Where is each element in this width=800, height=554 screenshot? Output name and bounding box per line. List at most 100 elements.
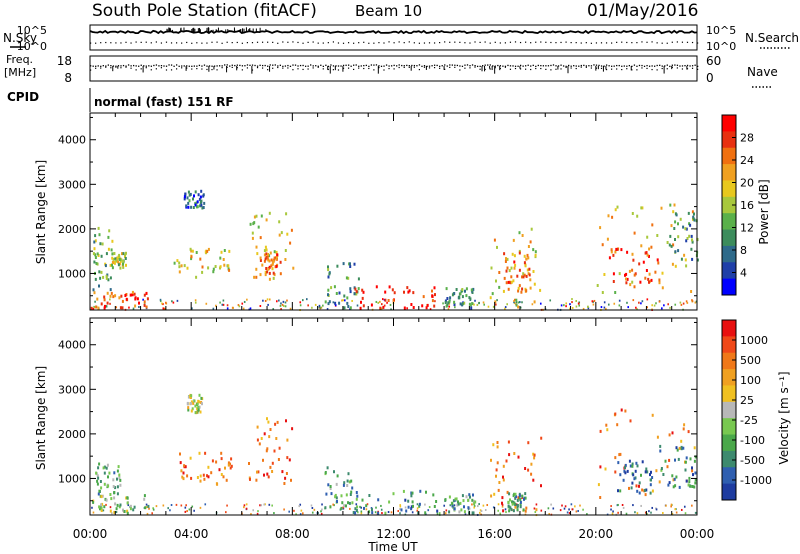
colorbar-tick-label: 12: [740, 222, 754, 235]
nsearch-point: [449, 41, 451, 43]
nsearch-point: [246, 42, 249, 44]
echo-cell: [599, 465, 602, 469]
echo-cell: [432, 493, 435, 497]
cpid-value: normal (fast) 151 RF: [94, 95, 234, 109]
echo-cell: [674, 220, 677, 224]
nsearch-point: [575, 42, 577, 44]
echo-cell: [516, 498, 519, 502]
echo-cell: [639, 280, 642, 284]
echo-speckle: [320, 510, 322, 513]
echo-cell: [530, 472, 533, 476]
nsearch-point: [236, 41, 238, 44]
echo-cell: [617, 489, 619, 493]
echo-cell: [490, 266, 493, 270]
freq-point: [459, 65, 461, 67]
echo-cell: [267, 267, 270, 271]
echo-speckle: [600, 306, 603, 309]
freq-point: [413, 64, 416, 67]
velocity-echo-data: [91, 393, 697, 517]
echo-speckle: [191, 505, 194, 508]
freq-point: [697, 65, 699, 68]
echo-speckle: [406, 307, 408, 310]
echo-cell: [258, 442, 261, 446]
echo-cell: [641, 488, 644, 492]
echo-cell: [691, 257, 694, 261]
echo-cell: [643, 488, 646, 492]
echo-cell: [521, 234, 524, 237]
echo-cell: [104, 304, 106, 308]
echo-cell: [513, 260, 516, 264]
echo-cell: [199, 257, 202, 261]
echo-cell: [628, 269, 631, 273]
echo-cell: [631, 280, 634, 284]
echo-speckle: [429, 308, 432, 311]
echo-cell: [417, 511, 420, 515]
nave-point: [413, 66, 415, 68]
echo-cell: [502, 464, 505, 468]
echo-cell: [505, 281, 508, 285]
echo-cell: [651, 223, 654, 227]
freq-point: [664, 65, 666, 67]
freq-point: [292, 64, 294, 66]
echo-cell: [635, 484, 638, 488]
freq-point: [646, 64, 648, 67]
nave-point: [423, 66, 426, 68]
echo-cell: [465, 287, 468, 291]
echo-cell: [518, 268, 521, 272]
echo-cell: [640, 473, 642, 477]
echo-cell: [343, 504, 346, 508]
echo-speckle: [257, 510, 259, 513]
echo-speckle: [381, 512, 383, 515]
echo-speckle: [486, 504, 489, 507]
freq-point: [284, 65, 287, 67]
echo-cell: [651, 476, 654, 479]
echo-cell: [628, 486, 630, 490]
echo-cell: [473, 502, 476, 506]
nave-point: [231, 66, 233, 68]
echo-cell: [540, 436, 543, 440]
echo-cell: [354, 511, 357, 515]
echo-cell: [523, 497, 525, 501]
x-tick-label: 04:00: [174, 527, 209, 541]
echo-speckle: [640, 302, 642, 305]
echo-cell: [688, 480, 691, 484]
echo-cell: [113, 496, 116, 500]
echo-cell: [143, 303, 146, 307]
echo-cell: [446, 297, 449, 300]
echo-cell: [506, 266, 509, 270]
echo-speckle: [268, 298, 271, 301]
echo-speckle: [167, 507, 169, 510]
echo-speckle: [357, 511, 359, 514]
echo-cell: [522, 275, 525, 279]
echo-speckle: [448, 302, 451, 305]
echo-cell: [108, 229, 111, 233]
echo-cell: [631, 252, 634, 256]
echo-cell: [266, 447, 269, 451]
nsearch-point: [181, 42, 183, 44]
echo-cell: [101, 502, 104, 506]
echo-cell: [349, 287, 352, 291]
echo-cell: [527, 441, 530, 445]
echo-cell: [212, 267, 215, 271]
nave-point: [332, 69, 334, 71]
echo-speckle: [560, 304, 563, 307]
nsearch-point: [272, 41, 274, 43]
echo-speckle: [146, 506, 148, 509]
echo-cell: [615, 247, 618, 251]
echo-cell: [644, 276, 647, 280]
echo-cell: [470, 288, 473, 292]
echo-cell: [532, 478, 535, 482]
freq-point: [436, 64, 438, 67]
freq-point: [562, 65, 565, 67]
echo-cell: [461, 295, 464, 299]
freq-point: [537, 64, 539, 67]
echo-cell: [445, 304, 448, 308]
colorbar-segment: [722, 262, 736, 280]
echo-speckle: [447, 308, 450, 311]
freq-point: [267, 65, 269, 67]
echo-speckle: [159, 300, 162, 303]
echo-speckle: [138, 306, 140, 309]
echo-speckle: [470, 304, 472, 307]
echo-cell: [355, 292, 358, 296]
echo-cell: [183, 195, 186, 199]
